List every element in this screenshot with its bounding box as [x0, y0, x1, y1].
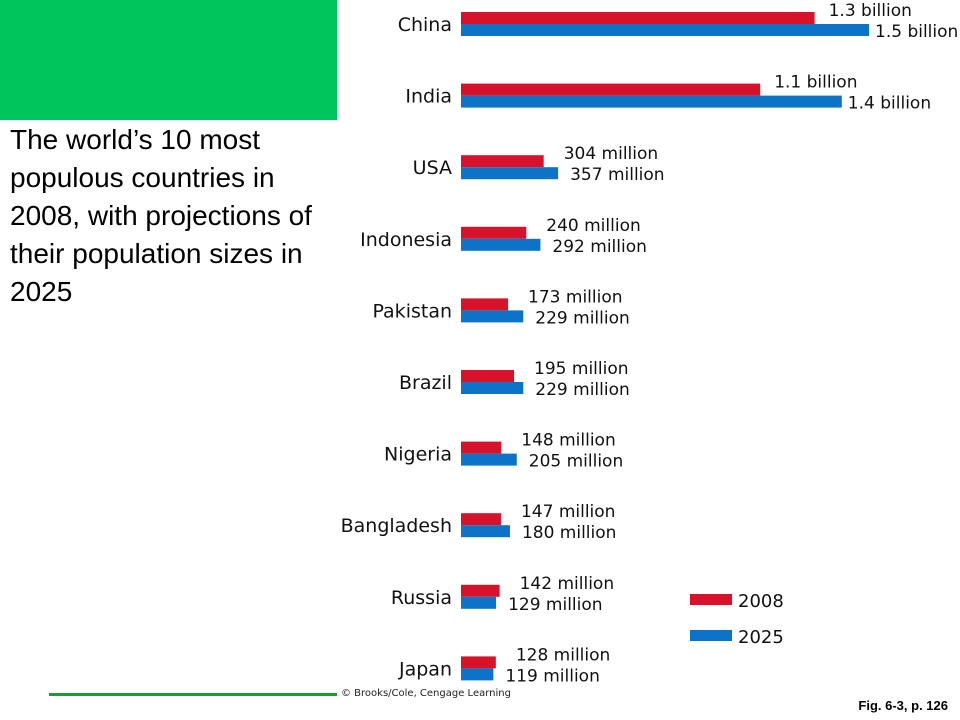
legend-label-2025: 2025 [738, 627, 784, 648]
legend-swatch-2025 [690, 630, 732, 641]
value-label-2008-india: 1.1 billion [774, 73, 857, 93]
country-label-indonesia: Indonesia [360, 229, 452, 251]
bar-2025-indonesia [461, 238, 541, 251]
country-label-usa: USA [413, 157, 452, 179]
bar-2025-brazil [461, 382, 524, 394]
bar-2025-japan [461, 668, 494, 681]
bar-2008-brazil [461, 370, 515, 382]
bar-2008-nigeria [461, 441, 502, 454]
figure-reference: Fig. 6-3, p. 126 [858, 698, 948, 713]
value-label-2008-usa: 304 million [564, 144, 658, 164]
footer-rule [49, 693, 337, 696]
value-label-2025-nigeria: 205 million [529, 452, 623, 472]
bar-2008-usa [461, 155, 544, 168]
value-label-2008-russia: 142 million [520, 574, 614, 594]
country-label-japan: Japan [398, 658, 452, 680]
value-label-2025-brazil: 229 million [535, 380, 629, 400]
country-label-nigeria: Nigeria [384, 444, 452, 466]
country-label-india: India [405, 86, 452, 108]
copyright-credit: © Brooks/Cole, Cengage Learning [341, 688, 511, 699]
bar-2008-pakistan [461, 298, 509, 311]
bar-2008-russia [461, 584, 500, 597]
value-label-2025-japan: 119 million [505, 666, 599, 686]
bar-2008-india [461, 83, 761, 96]
bar-2025-nigeria [461, 453, 517, 466]
bar-2025-india [461, 95, 842, 108]
value-label-2008-nigeria: 148 million [521, 431, 615, 451]
bar-2025-bangladesh [461, 525, 510, 538]
bar-2025-usa [461, 167, 559, 180]
value-label-2025-usa: 357 million [570, 165, 664, 185]
value-label-2025-indonesia: 292 million [552, 237, 646, 257]
legend-swatch-2008 [690, 594, 732, 605]
value-label-2008-brazil: 195 million [534, 359, 628, 379]
value-label-2008-japan: 128 million [516, 645, 610, 665]
bar-2025-russia [461, 596, 497, 609]
value-label-2025-india: 1.4 billion [848, 94, 931, 114]
value-label-2025-bangladesh: 180 million [522, 523, 616, 543]
country-label-brazil: Brazil [399, 372, 452, 394]
country-label-bangladesh: Bangladesh [341, 515, 452, 537]
slide-caption: The world’s 10 most populous countries i… [10, 124, 312, 307]
value-label-2008-bangladesh: 147 million [521, 502, 615, 522]
country-label-pakistan: Pakistan [372, 300, 452, 322]
value-label-2008-indonesia: 240 million [546, 216, 640, 236]
value-label-2025-china: 1.5 billion [875, 22, 958, 42]
bar-2008-bangladesh [461, 513, 501, 526]
accent-block [0, 0, 337, 120]
bar-2008-china [461, 12, 815, 24]
bar-2025-china [461, 24, 869, 36]
bar-2025-pakistan [461, 310, 524, 323]
value-label-2008-china: 1.3 billion [829, 1, 912, 21]
value-label-2008-pakistan: 173 million [528, 287, 622, 307]
bar-2008-indonesia [461, 226, 527, 239]
bar-2008-japan [461, 656, 496, 669]
legend-label-2008: 2008 [738, 591, 784, 612]
value-label-2025-pakistan: 229 million [535, 308, 629, 328]
country-label-russia: Russia [391, 587, 452, 609]
value-label-2025-russia: 129 million [508, 595, 602, 615]
country-label-china: China [398, 14, 452, 36]
